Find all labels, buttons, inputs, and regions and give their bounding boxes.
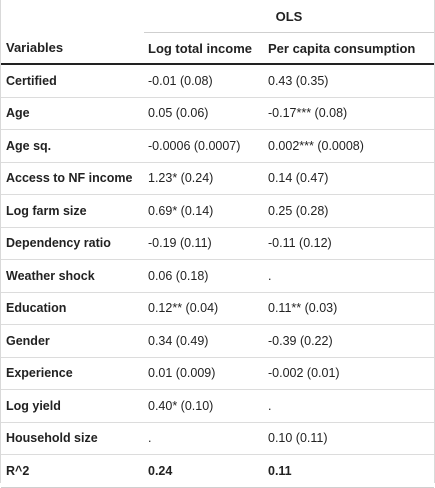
cell-log-total-income: 0.40* (0.10) (148, 398, 214, 413)
table-row: Age sq. -0.0006 (0.0007) 0.002*** (0.000… (1, 130, 434, 163)
header-col1-cell: Log total income (144, 32, 264, 63)
cell-per-capita-consumption: 0.25 (0.28) (268, 203, 329, 218)
group-label-ols: OLS (275, 9, 303, 24)
cell-log-total-income: 1.23* (0.24) (148, 171, 214, 186)
header-variables: Variables (6, 39, 64, 55)
cell-log-total-income: 0.06 (0.18) (148, 268, 209, 283)
table-row: Weather shock 0.06 (0.18) . (1, 260, 434, 293)
cell-log-total-income: 0.12** (0.04) (148, 301, 219, 316)
cell-per-capita-consumption: 0.10 (0.11) (268, 431, 328, 446)
cell-per-capita-consumption: -0.11 (0.12) (268, 236, 332, 251)
cell-log-total-income: . (148, 431, 152, 446)
row-label: R^2 (6, 463, 30, 478)
row-label: Experience (6, 366, 73, 381)
table-row: Log yield 0.40* (0.10) . (1, 390, 434, 423)
table-row: Education 0.12** (0.04) 0.11** (0.03) (1, 293, 434, 325)
cell-per-capita-consumption: . (268, 398, 272, 413)
cell-per-capita-consumption: 0.14 (0.47) (268, 171, 329, 186)
row-label: Education (6, 301, 67, 316)
table-row: Gender 0.34 (0.49) -0.39 (0.22) (1, 325, 434, 358)
table-row: Log farm size 0.69* (0.14) 0.25 (0.28) (1, 195, 434, 228)
row-label: Gender (6, 333, 50, 348)
column-group-header: OLS (1, 0, 434, 32)
row-label: Age sq. (6, 138, 52, 153)
cell-per-capita-consumption: 0.43 (0.35) (268, 73, 329, 88)
table-row: Age 0.05 (0.06) -0.17*** (0.08) (1, 98, 434, 130)
header-log-total-income: Log total income (148, 40, 252, 56)
row-label: Age (6, 106, 30, 121)
header-variables-cell: Variables (1, 39, 144, 57)
table-row: Household size . 0.10 (0.11) (1, 423, 434, 455)
cell-per-capita-consumption: -0.39 (0.22) (268, 333, 333, 348)
cell-log-total-income: -0.19 (0.11) (148, 236, 212, 251)
column-header-row: Variables Log total income Per capita co… (1, 32, 434, 65)
cell-per-capita-consumption: 0.002*** (0.0008) (268, 138, 364, 153)
cell-log-total-income: 0.69* (0.14) (148, 203, 214, 218)
cell-per-capita-consumption: -0.17*** (0.08) (268, 106, 348, 121)
cell-per-capita-consumption: 0.11** (0.03) (268, 301, 338, 316)
cell-per-capita-consumption: . (268, 268, 272, 283)
row-label: Weather shock (6, 268, 95, 283)
cell-log-total-income: 0.01 (0.009) (148, 366, 216, 381)
cell-log-total-income: -0.0006 (0.0007) (148, 138, 241, 153)
cell-per-capita-consumption: -0.002 (0.01) (268, 366, 340, 381)
header-per-capita-consumption: Per capita consumption (268, 40, 416, 56)
header-col2-cell: Per capita consumption (264, 32, 434, 63)
row-label: Access to NF income (6, 171, 133, 186)
row-label: Certified (6, 73, 57, 88)
cell-log-total-income: 0.34 (0.49) (148, 333, 209, 348)
row-label: Dependency ratio (6, 236, 111, 251)
table-row: Access to NF income 1.23* (0.24) 0.14 (0… (1, 163, 434, 195)
row-label: Log farm size (6, 203, 87, 218)
row-label: Log yield (6, 398, 61, 413)
cell-log-total-income: -0.01 (0.08) (148, 73, 213, 88)
cell-log-total-income: 0.24 (148, 463, 173, 478)
cell-per-capita-consumption: 0.11 (268, 463, 292, 478)
table-row: Experience 0.01 (0.009) -0.002 (0.01) (1, 358, 434, 390)
table-row: Dependency ratio -0.19 (0.11) -0.11 (0.1… (1, 228, 434, 260)
cell-log-total-income: 0.05 (0.06) (148, 106, 209, 121)
table-row: Certified -0.01 (0.08) 0.43 (0.35) (1, 65, 434, 98)
row-label: Household size (6, 431, 98, 446)
